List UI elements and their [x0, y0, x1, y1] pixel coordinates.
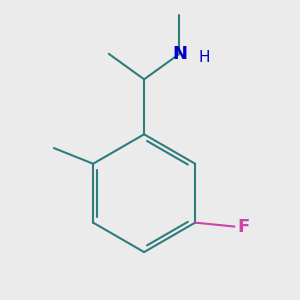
- Text: H: H: [198, 50, 210, 65]
- Text: N: N: [172, 45, 187, 63]
- Text: F: F: [237, 218, 250, 236]
